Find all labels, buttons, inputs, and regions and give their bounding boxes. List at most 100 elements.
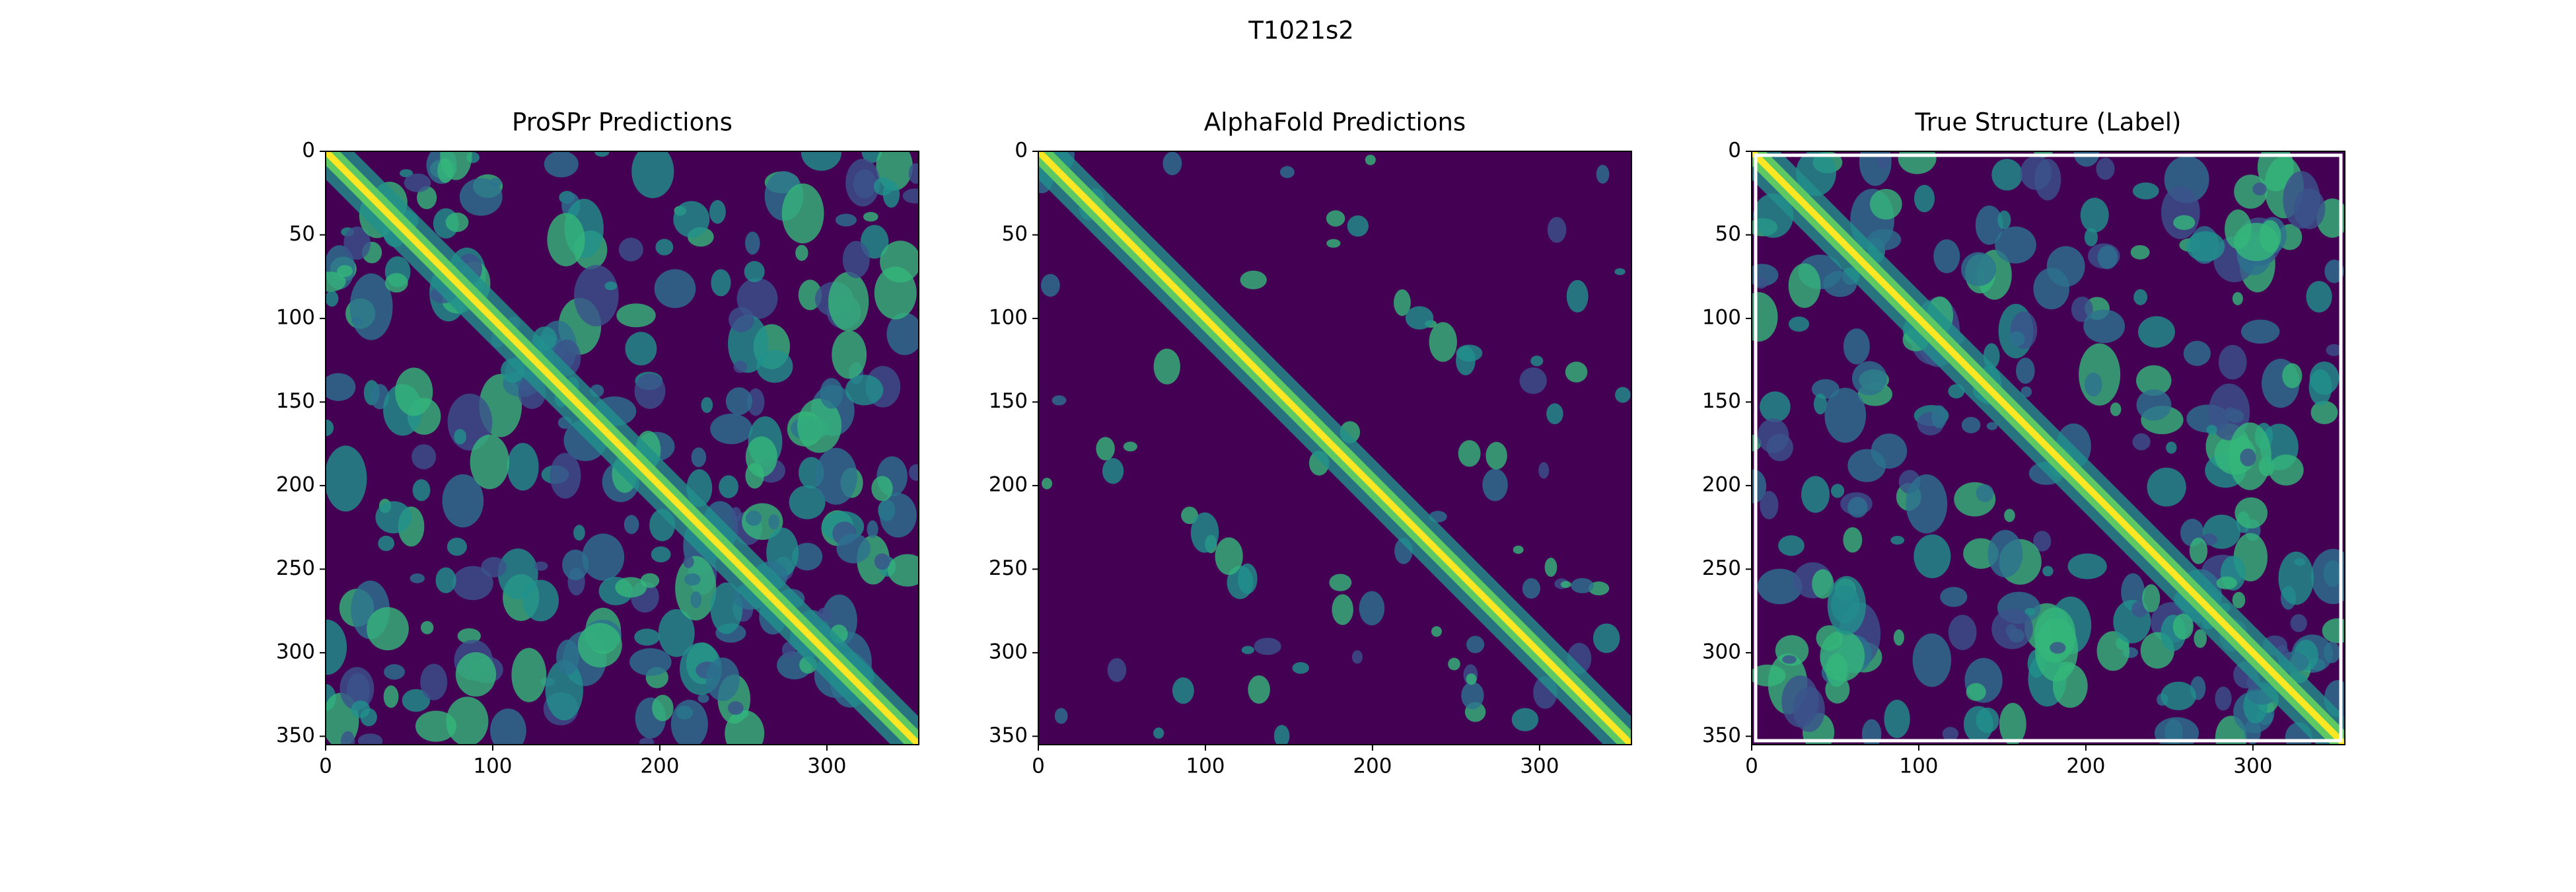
contact-blob <box>337 265 353 278</box>
contact-blob <box>437 158 454 183</box>
contact-blob <box>828 272 869 332</box>
contact-blob <box>411 444 437 470</box>
contact-blob <box>2206 425 2217 435</box>
contact-blob <box>709 200 726 224</box>
panel-title: True Structure (Label) <box>1915 108 2182 137</box>
contact-blob <box>1827 576 1866 635</box>
contact-blob <box>481 557 507 577</box>
contact-blob <box>1571 577 1594 593</box>
contact-blob <box>2084 228 2098 246</box>
x-tick-label: 300 <box>2233 755 2272 778</box>
contact-blob <box>404 173 431 192</box>
contact-blob <box>871 476 893 502</box>
contact-blob <box>1332 594 1353 625</box>
contact-blob <box>615 577 647 598</box>
contact-blob <box>1782 655 1797 664</box>
contact-blob <box>1961 252 1996 287</box>
contact-blob <box>442 474 484 528</box>
contact-blob <box>384 664 406 680</box>
contact-blob <box>1530 355 1544 367</box>
y-tick-label: 100 <box>1702 305 1741 329</box>
contact-blob <box>1847 497 1868 518</box>
contact-blob <box>1966 683 1986 701</box>
contact-blob <box>343 226 371 260</box>
contact-blob <box>874 553 890 570</box>
contact-blob <box>2097 245 2118 270</box>
y-tick-label: 200 <box>989 472 1028 496</box>
contact-blob <box>845 159 880 207</box>
contact-blob <box>711 269 731 297</box>
contact-blob <box>507 443 539 491</box>
contact-blob <box>1248 675 1270 704</box>
y-tick-label: 0 <box>302 139 315 163</box>
contact-blob <box>1987 529 2023 577</box>
x-tick-label: 300 <box>1520 755 1559 778</box>
contact-blob <box>673 201 710 238</box>
contact-blob <box>2324 259 2344 283</box>
contact-blob <box>489 177 502 188</box>
contact-blob <box>357 733 383 745</box>
contact-blob <box>655 239 674 256</box>
contact-blob <box>351 317 363 326</box>
contact-blob <box>1986 422 1998 430</box>
contact-blob <box>2161 681 2196 710</box>
contact-blob <box>2021 386 2032 398</box>
x-tick-label: 100 <box>1186 755 1225 778</box>
contact-blob <box>497 548 538 599</box>
contact-blob <box>1215 537 1243 576</box>
y-tick-label: 200 <box>1702 472 1741 496</box>
contact-blob <box>2009 331 2025 347</box>
contact-blob <box>639 737 655 745</box>
y-tick-label: 50 <box>289 222 315 246</box>
contact-blob <box>684 573 701 586</box>
contact-blob <box>1052 395 1067 406</box>
contact-blob <box>1458 440 1481 467</box>
x-tick-label: 0 <box>319 755 332 778</box>
contact-blob <box>2042 566 2054 577</box>
contact-blob <box>1942 727 1959 741</box>
contact-blob <box>845 375 884 406</box>
y-tick-label: 300 <box>1702 640 1741 663</box>
contact-blob <box>1914 534 1951 579</box>
contact-blob <box>2137 316 2175 348</box>
contact-blob <box>1347 215 1369 237</box>
contact-blob <box>2310 548 2345 605</box>
contact-blob <box>2215 687 2232 711</box>
contact-blob <box>420 663 448 700</box>
contact-blob <box>556 640 579 675</box>
contact-blob <box>1566 279 1589 313</box>
contact-blob <box>326 290 339 307</box>
contact-blob <box>2306 281 2332 313</box>
contact-blob <box>2132 182 2159 200</box>
contact-blob <box>2240 319 2280 344</box>
y-tick-label: 150 <box>989 389 1028 413</box>
contact-blob <box>2020 155 2052 190</box>
contact-blob <box>710 414 753 445</box>
y-tick-label: 0 <box>1728 139 1741 163</box>
contact-blob <box>384 273 408 293</box>
contact-blob <box>2322 618 2345 644</box>
contact-blob <box>725 387 752 416</box>
contact-blob <box>2147 467 2186 507</box>
contact-blob <box>1793 687 1825 732</box>
contact-blob <box>326 619 347 675</box>
contact-blob <box>2172 613 2194 640</box>
contact-blob <box>577 622 622 668</box>
contact-blob <box>1254 638 1281 655</box>
contact-blob <box>367 607 409 651</box>
contact-blob <box>490 708 526 745</box>
contact-blob <box>454 429 467 445</box>
contact-blob <box>1788 316 1810 332</box>
contact-blob <box>573 525 585 541</box>
contact-blob <box>2216 576 2237 590</box>
contact-blob <box>375 501 412 534</box>
contact-blob <box>887 554 919 587</box>
contact-blob <box>1279 166 1295 178</box>
x-tick-label: 0 <box>1032 755 1045 778</box>
contact-blob <box>1752 292 1778 342</box>
contact-blob <box>1292 662 1309 674</box>
contact-blob <box>815 447 857 505</box>
contact-blob <box>874 177 893 196</box>
contact-blob <box>1163 151 1182 176</box>
contact-blob <box>2268 454 2304 486</box>
